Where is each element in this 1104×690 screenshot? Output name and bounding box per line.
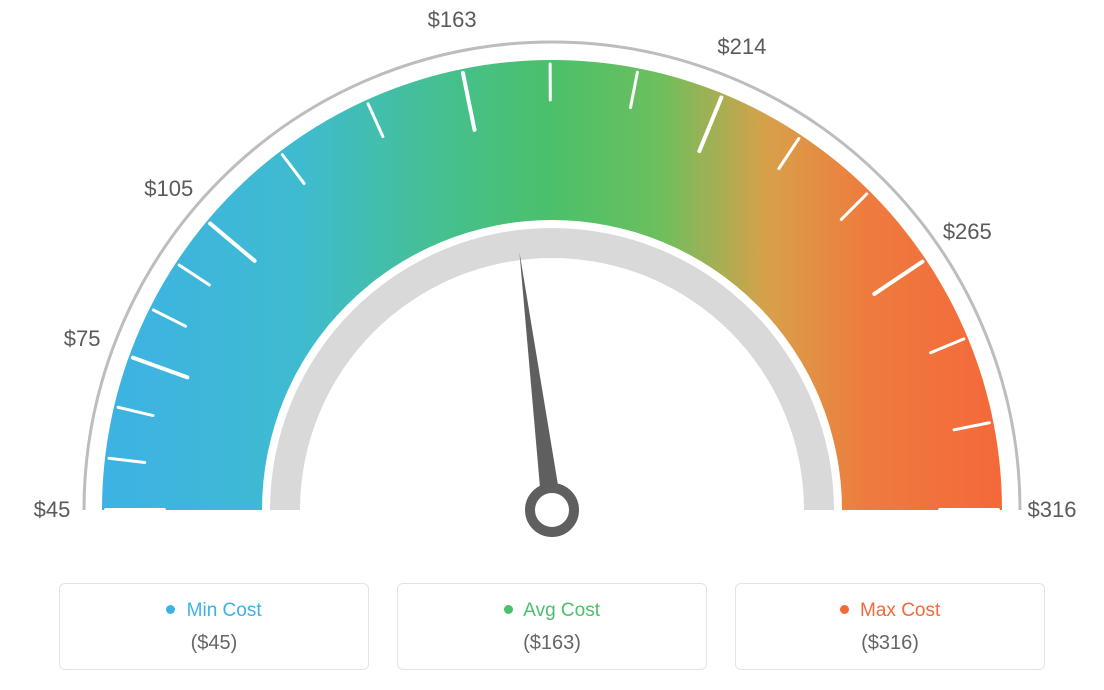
dot-icon	[840, 605, 849, 614]
gauge-svg	[0, 0, 1104, 560]
legend-label: Min Cost	[187, 600, 262, 621]
gauge-chart: $45 $75 $105 $163 $214 $265 $316	[0, 0, 1104, 560]
legend-label: Avg Cost	[523, 600, 600, 621]
dot-icon	[166, 605, 175, 614]
legend-title-max: Max Cost	[736, 600, 1044, 622]
legend-value: ($45)	[60, 632, 368, 655]
gauge-tick-label: $75	[64, 326, 101, 352]
legend-title-min: Min Cost	[60, 600, 368, 622]
gauge-tick-label: $45	[34, 497, 71, 523]
legend-card-max: Max Cost ($316)	[735, 583, 1045, 670]
dot-icon	[504, 605, 513, 614]
gauge-tick-label: $105	[144, 176, 193, 202]
gauge-tick-label: $163	[428, 7, 477, 33]
gauge-tick-label: $214	[717, 34, 766, 60]
legend-label: Max Cost	[860, 600, 940, 621]
legend-value: ($163)	[398, 632, 706, 655]
legend-row: Min Cost ($45) Avg Cost ($163) Max Cost …	[0, 583, 1104, 670]
legend-card-min: Min Cost ($45)	[59, 583, 369, 670]
gauge-tick-label: $316	[1028, 497, 1077, 523]
legend-value: ($316)	[736, 632, 1044, 655]
legend-title-avg: Avg Cost	[398, 600, 706, 622]
legend-card-avg: Avg Cost ($163)	[397, 583, 707, 670]
gauge-tick-label: $265	[943, 219, 992, 245]
